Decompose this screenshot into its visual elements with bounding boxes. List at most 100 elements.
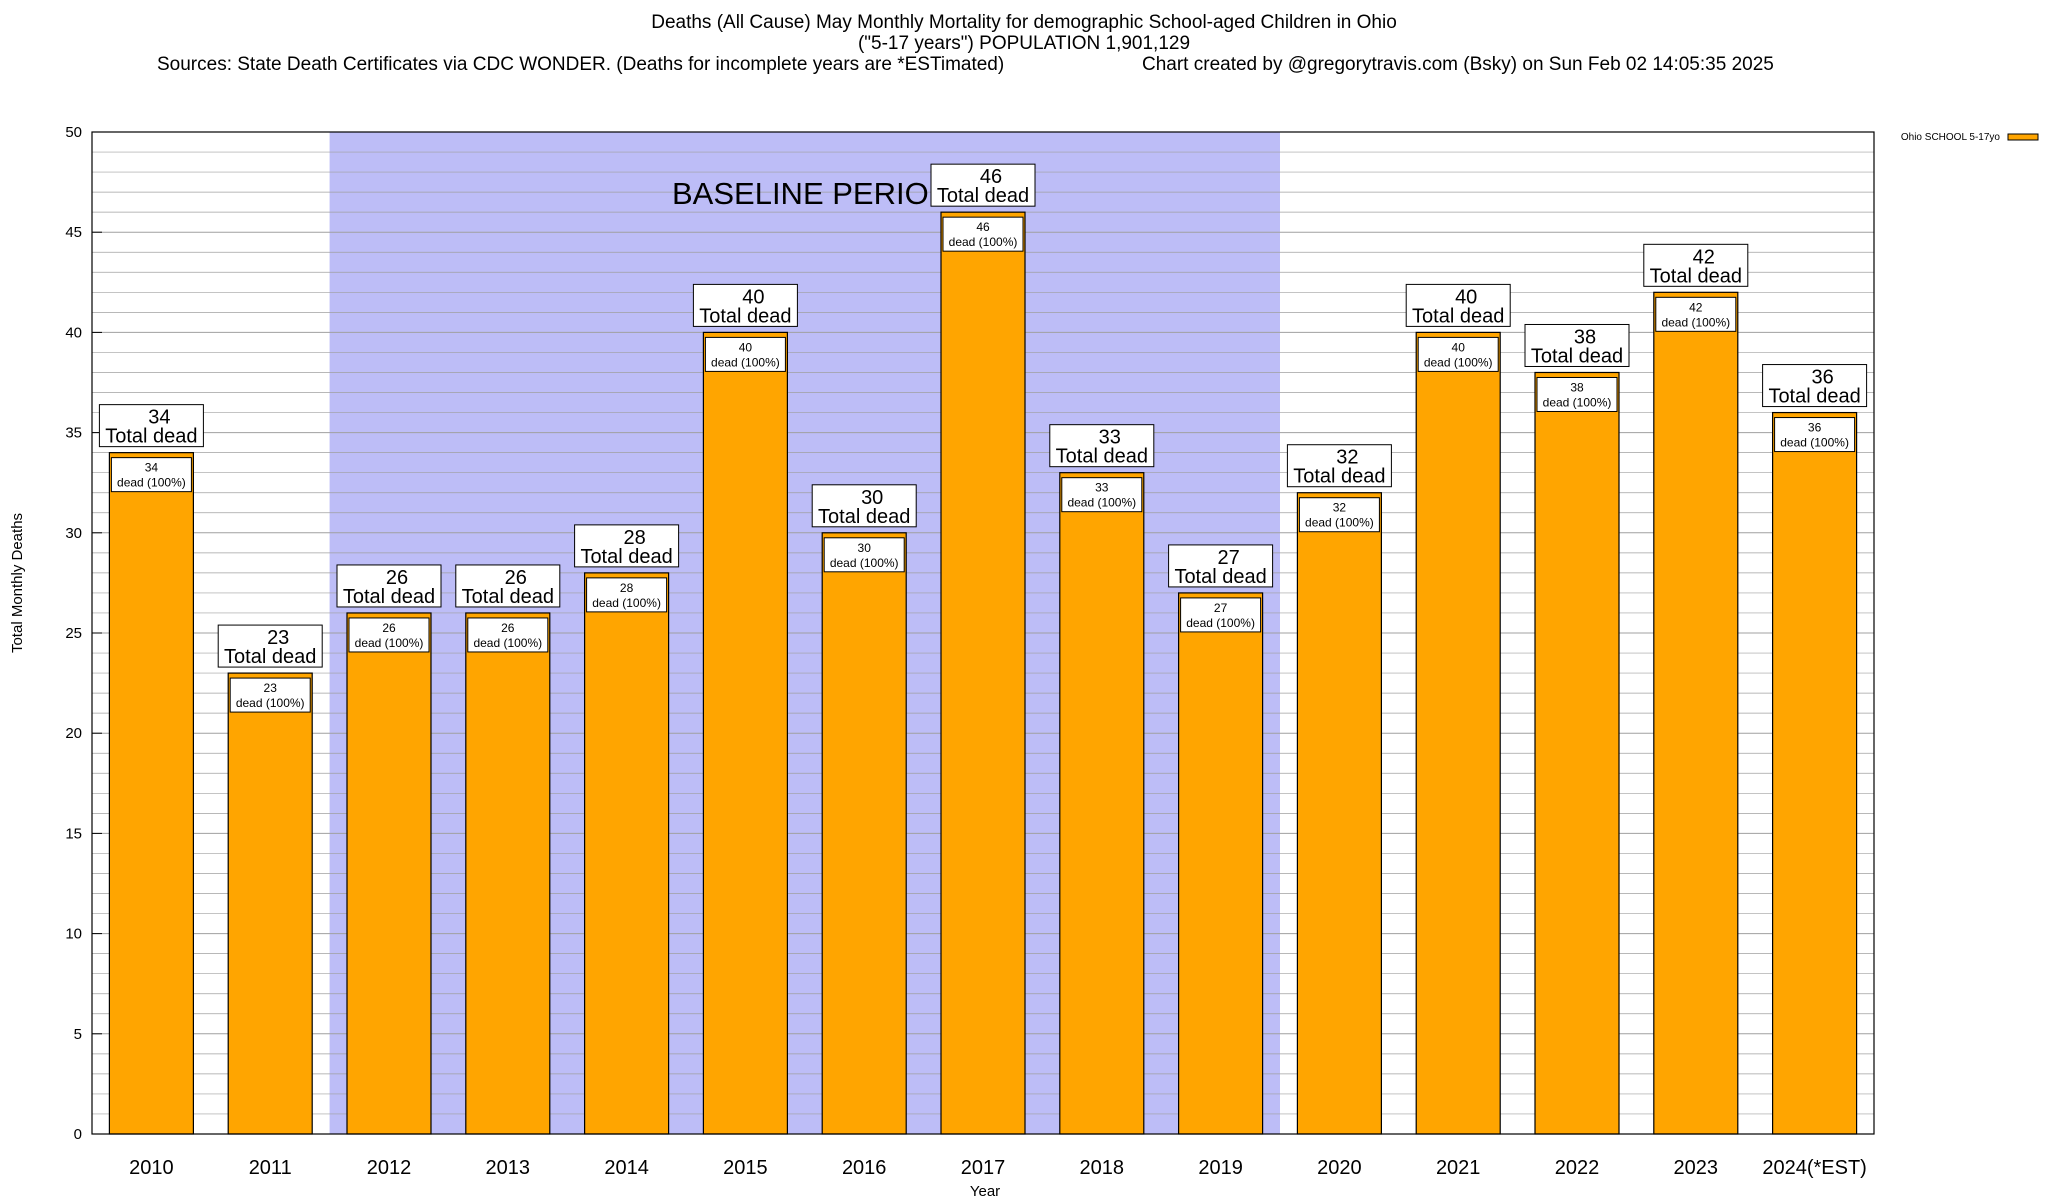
bar bbox=[1296, 492, 1383, 1135]
bar bbox=[821, 532, 907, 1135]
bar bbox=[1534, 371, 1620, 1135]
bar-top-value: 38 bbox=[1574, 326, 1596, 348]
y-tick-label: 20 bbox=[65, 725, 82, 742]
bar-top-value: 40 bbox=[1455, 286, 1477, 308]
bar-top-label-box bbox=[1168, 544, 1274, 588]
bar-inner-label-box bbox=[1417, 336, 1499, 372]
bar-top-label-box bbox=[811, 484, 917, 528]
x-tick-label: 2016 bbox=[842, 1157, 887, 1179]
bar bbox=[465, 612, 551, 1135]
bar-inner-label-box bbox=[348, 617, 430, 653]
bar-inner-label-box bbox=[1774, 417, 1856, 453]
y-tick-label: 0 bbox=[74, 1126, 82, 1143]
bar-inner-label: dead (100%) bbox=[1186, 616, 1255, 630]
bar-inner-label: dead (100%) bbox=[1305, 516, 1374, 530]
bar-inner-value: 40 bbox=[739, 340, 753, 354]
y-tick-label: 45 bbox=[65, 224, 82, 241]
bar-top-value: 30 bbox=[861, 487, 883, 509]
bar-inner-value: 42 bbox=[1689, 300, 1703, 314]
bar-inner-label-box bbox=[942, 216, 1024, 252]
bar-top-label: Total dead bbox=[343, 586, 435, 608]
bar bbox=[702, 331, 789, 1135]
bar-top-label: Total dead bbox=[1056, 446, 1148, 468]
bar-top-value: 28 bbox=[623, 527, 645, 549]
bar bbox=[1177, 592, 1264, 1135]
bar bbox=[346, 612, 432, 1135]
plot-border bbox=[91, 131, 1875, 1135]
x-tick-label: 2021 bbox=[1436, 1157, 1481, 1179]
bar-inner-value: 34 bbox=[145, 461, 159, 475]
x-tick-label: 2022 bbox=[1555, 1157, 1600, 1179]
chart-source-line: Sources: State Death Certificates via CD… bbox=[0, 54, 2048, 76]
bar-inner-label-box bbox=[1061, 477, 1143, 513]
bar-inner-label-box bbox=[1655, 296, 1737, 332]
bar-top-label-box bbox=[1762, 364, 1868, 408]
x-tick-label: 2019 bbox=[1198, 1157, 1243, 1179]
bar-top-value: 33 bbox=[1099, 427, 1121, 449]
bar-top-label: Total dead bbox=[1650, 265, 1742, 287]
chart-sources: Sources: State Death Certificates via CD… bbox=[157, 54, 1005, 75]
x-tick-label: 2020 bbox=[1317, 1157, 1362, 1179]
bar-top-label-box bbox=[692, 283, 798, 327]
bar-inner-label: dead (100%) bbox=[1661, 315, 1730, 329]
x-tick-label: 2023 bbox=[1674, 1157, 1719, 1179]
bar-top-value: 40 bbox=[742, 286, 764, 308]
bar bbox=[940, 211, 1026, 1135]
bar-top-label-box bbox=[1524, 323, 1630, 367]
bar-inner-value: 26 bbox=[382, 621, 396, 635]
bar-inner-label: dead (100%) bbox=[117, 476, 186, 490]
bar-inner-label: dead (100%) bbox=[236, 696, 305, 710]
bar-inner-value: 33 bbox=[1095, 481, 1109, 495]
bar-inner-value: 23 bbox=[264, 681, 278, 695]
bar-inner-label: dead (100%) bbox=[1780, 436, 1849, 450]
bar-top-label-box bbox=[1049, 424, 1155, 468]
bar-top-label-box bbox=[574, 524, 680, 568]
x-tick-label: 2013 bbox=[486, 1157, 531, 1179]
x-tick-label: 2010 bbox=[129, 1157, 174, 1179]
bar-top-value: 26 bbox=[505, 567, 527, 589]
bar-inner-label: dead (100%) bbox=[1067, 496, 1136, 510]
bar-top-label-box bbox=[930, 163, 1036, 207]
y-tick-label: 5 bbox=[74, 1026, 82, 1043]
bar-top-value: 32 bbox=[1336, 447, 1358, 469]
bar-top-label: Total dead bbox=[1293, 466, 1385, 488]
bar-top-value: 27 bbox=[1217, 547, 1239, 569]
bar-inner-value: 36 bbox=[1808, 421, 1822, 435]
baseline-period-label: BASELINE PERIOD bbox=[672, 176, 951, 211]
bar-top-value: 46 bbox=[980, 166, 1002, 188]
bar-inner-label-box bbox=[1180, 597, 1262, 633]
bar-top-label: Total dead bbox=[580, 546, 672, 568]
bar bbox=[583, 572, 670, 1135]
bar-inner-label: dead (100%) bbox=[1543, 395, 1612, 409]
bar-top-label: Total dead bbox=[937, 185, 1029, 207]
y-tick-label: 40 bbox=[65, 324, 82, 341]
bar-top-label: Total dead bbox=[462, 586, 554, 608]
bar-top-value: 23 bbox=[267, 627, 289, 649]
bar-top-label: Total dead bbox=[1412, 305, 1504, 327]
bar-inner-label-box bbox=[110, 457, 192, 493]
chart-header: Deaths (All Cause) May Monthly Mortality… bbox=[0, 12, 2048, 76]
bar bbox=[1653, 291, 1739, 1135]
bar-top-label: Total dead bbox=[1768, 386, 1860, 408]
bar-top-label: Total dead bbox=[1174, 566, 1266, 588]
chart-title: Deaths (All Cause) May Monthly Mortality… bbox=[651, 12, 1397, 33]
bar-top-value: 36 bbox=[1811, 367, 1833, 389]
bar-inner-label: dead (100%) bbox=[473, 636, 542, 650]
bar-top-label-box bbox=[455, 564, 561, 608]
chart-subtitle: ("5-17 years") POPULATION 1,901,129 bbox=[857, 33, 1191, 54]
bar-top-label: Total dead bbox=[818, 506, 910, 528]
bar-top-label-box bbox=[1405, 283, 1511, 327]
x-axis-label: Year bbox=[970, 1183, 1000, 1200]
bar-inner-label-box bbox=[1298, 497, 1380, 533]
bar-inner-label-box bbox=[1536, 376, 1618, 412]
bar-top-label-box bbox=[98, 404, 204, 448]
y-tick-label: 25 bbox=[65, 625, 82, 642]
bar-top-label-box bbox=[336, 564, 442, 608]
bar-inner-value: 32 bbox=[1333, 501, 1347, 515]
y-tick-label: 50 bbox=[65, 124, 82, 141]
bar-inner-label-box bbox=[823, 537, 905, 573]
x-tick-label: 2024(*EST) bbox=[1762, 1157, 1867, 1179]
bar-inner-value: 26 bbox=[501, 621, 515, 635]
bar-inner-label-box bbox=[704, 336, 786, 372]
y-axis-label: Total Monthly Deaths bbox=[9, 513, 26, 653]
